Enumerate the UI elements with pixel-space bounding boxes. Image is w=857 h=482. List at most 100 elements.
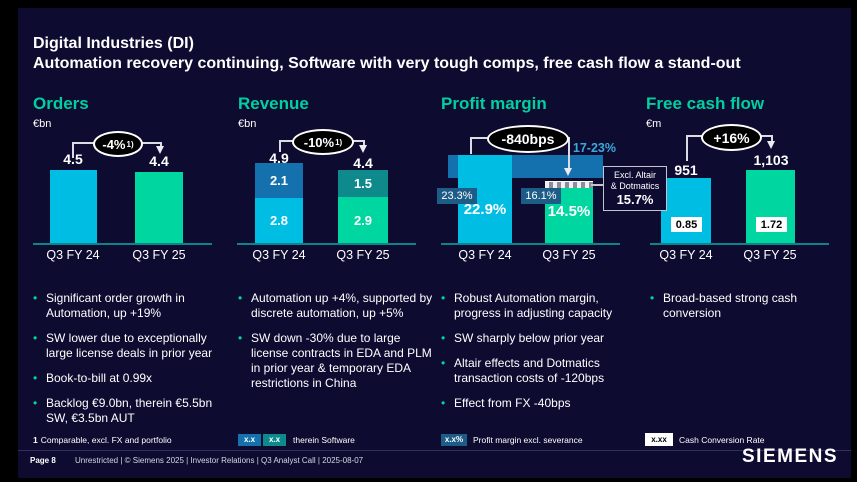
- callout-value: 15.7%: [616, 192, 654, 207]
- bullet-item: Robust Automation margin, progress in ad…: [441, 291, 623, 321]
- orders-bar1-value: 4.5: [63, 151, 83, 167]
- revenue-bracket-left-hline: [279, 140, 294, 142]
- orders-arrow-down-icon: [156, 146, 164, 154]
- profit-callout-connector: [591, 184, 603, 186]
- section-heading-orders: Orders: [33, 94, 89, 113]
- revenue-axis-baseline: [237, 243, 416, 245]
- section-heading-revenue: Revenue: [238, 94, 309, 113]
- bullet-item: Altair effects and Dotmatics transaction…: [441, 356, 623, 386]
- bullet-item: Backlog €9.0bn, therein €5.5bn SW, €3.5b…: [33, 396, 225, 426]
- bullet-text: SW sharply below prior year: [454, 331, 605, 345]
- orders-bracket-right-hline: [137, 142, 161, 144]
- bullet-item: SW lower due to exceptionally large lice…: [33, 331, 225, 361]
- legend-software-label: therein Software: [293, 434, 355, 445]
- footnote-number: 1: [33, 434, 38, 445]
- bullet-text: Backlog €9.0bn, therein €5.5bn SW, €3.5b…: [46, 396, 213, 425]
- revenue-change-badge: -10% 1): [292, 129, 354, 155]
- fcf-bracket-right-vline: [771, 135, 773, 141]
- fcf-xlabel-q3fy25: Q3 FY 25: [743, 248, 797, 262]
- fcf-bracket-left-vline: [686, 135, 688, 161]
- revenue-change-value: -10%: [303, 134, 335, 150]
- profit-xlabel-q3fy24: Q3 FY 24: [458, 248, 512, 262]
- fcf-bar-q3fy24: [661, 178, 711, 243]
- bullet-text: Broad-based strong cash conversion: [663, 291, 798, 320]
- bullet-text: Book-to-bill at 0.99x: [46, 371, 153, 385]
- fcf-bar-q3fy25: [746, 170, 795, 243]
- revenue-bracket-left-vline: [279, 140, 281, 152]
- bullet-dot-icon: [650, 291, 656, 321]
- legend-margin-label: Profit margin excl. severance: [473, 434, 583, 445]
- legend-therein-software: x.x x.x therein Software: [238, 433, 355, 446]
- legend-software-swatch-teal: x.x: [263, 433, 286, 446]
- orders-unit-label: €bn: [33, 118, 52, 130]
- legend-ccr-label: Cash Conversion Rate: [679, 434, 765, 445]
- profit-arrow-down-icon: [564, 168, 572, 176]
- profit-bar2-excl-severance-box: 16.1%: [521, 188, 561, 204]
- fcf-bullets: Broad-based strong cash conversion: [650, 291, 828, 321]
- profit-xlabel-q3fy25: Q3 FY 25: [542, 248, 596, 262]
- footer-divider: [18, 450, 851, 451]
- siemens-logo: SIEMENS: [742, 446, 839, 467]
- footnote-text: Comparable, excl. FX and portfolio: [40, 434, 172, 445]
- profit-bar2-value: 14.5%: [547, 203, 591, 220]
- revenue-xlabel-q3fy25: Q3 FY 25: [336, 248, 390, 262]
- revenue-bar1-total: 4.9: [269, 150, 289, 166]
- legend-ccr-swatch: x.xx: [645, 433, 673, 446]
- page-subtitle: Automation recovery continuing, Software…: [33, 55, 741, 72]
- revenue-bullets: Automation up +4%, supported by discrete…: [238, 291, 434, 391]
- revenue-bracket-right-vline: [363, 140, 365, 145]
- orders-bracket-right-vline: [160, 142, 162, 146]
- bullet-item: Automation up +4%, supported by discrete…: [238, 291, 434, 321]
- bullet-text: SW lower due to exceptionally large lice…: [46, 331, 213, 360]
- fcf-axis-baseline: [650, 243, 829, 245]
- section-heading-free-cash-flow: Free cash flow: [646, 94, 765, 113]
- orders-xlabel-q3fy24: Q3 FY 24: [46, 248, 100, 262]
- callout-line1: Excl. Altair: [613, 170, 656, 180]
- bullet-text: Significant order growth in Automation, …: [46, 291, 185, 320]
- legend-margin-excl-severance: x.x% Profit margin excl. severance: [441, 433, 583, 446]
- revenue-unit-label: €bn: [238, 118, 257, 130]
- orders-change-footnote-sup: 1): [126, 139, 134, 149]
- orders-xlabel-q3fy25: Q3 FY 25: [132, 248, 186, 262]
- profit-change-badge: -840bps: [487, 125, 569, 153]
- bullet-item: Effect from FX -40bps: [441, 396, 623, 411]
- revenue-change-footnote-sup: 1): [335, 137, 343, 147]
- bullet-dot-icon: [441, 291, 447, 321]
- profit-bar1-excl-severance-box: 23.3%: [437, 188, 477, 204]
- fcf-bar2-cash-conversion-box: 1.72: [756, 217, 787, 232]
- fcf-bracket-right-hline: [756, 135, 772, 137]
- footer-meta: Unrestricted | © Siemens 2025 | Investor…: [75, 456, 364, 465]
- fcf-bar1-cash-conversion-box: 0.85: [671, 217, 702, 232]
- bullet-dot-icon: [238, 291, 244, 321]
- revenue-bar2-rest-segment: 2.9: [338, 197, 388, 243]
- revenue-xlabel-q3fy24: Q3 FY 24: [252, 248, 306, 262]
- callout-line2: & Dotmatics: [610, 181, 660, 191]
- bullet-text: Automation up +4%, supported by discrete…: [251, 291, 433, 320]
- orders-change-badge: -4% 1): [93, 131, 143, 157]
- orders-bar-q3fy24: [50, 170, 97, 243]
- revenue-bar2-software-segment: 1.5: [338, 170, 388, 197]
- revenue-bar2-total: 4.4: [353, 155, 373, 171]
- legend-margin-swatch: x.x%: [441, 433, 467, 446]
- orders-change-value: -4%: [102, 136, 126, 152]
- revenue-bar1-rest-segment: 2.8: [255, 198, 303, 243]
- bullet-dot-icon: [33, 331, 39, 361]
- bullet-dot-icon: [33, 371, 39, 386]
- profit-bracket-right-vline: [568, 137, 570, 168]
- fcf-bracket-left-hline: [686, 135, 703, 137]
- profit-bar2-severance-hatch-cap: [545, 181, 593, 188]
- bullet-item: Significant order growth in Automation, …: [33, 291, 225, 321]
- footer-page-number: Page 8: [30, 456, 56, 465]
- revenue-bracket-right-hline: [348, 140, 364, 142]
- bullet-item: SW sharply below prior year: [441, 331, 623, 346]
- bullet-item: Broad-based strong cash conversion: [650, 291, 828, 321]
- orders-bar2-value: 4.4: [149, 153, 169, 169]
- legend-cash-conversion-rate: x.xx Cash Conversion Rate: [645, 433, 765, 446]
- bullet-text: Altair effects and Dotmatics transaction…: [454, 356, 605, 385]
- orders-bracket-left-hline: [72, 142, 94, 144]
- section-heading-profit-margin: Profit margin: [441, 94, 547, 113]
- bullet-dot-icon: [441, 331, 447, 346]
- profit-bullets: Robust Automation margin, progress in ad…: [441, 291, 623, 411]
- slide-title-block: Digital Industries (DI) Automation recov…: [33, 34, 741, 74]
- fcf-bar1-value: 951: [674, 162, 698, 178]
